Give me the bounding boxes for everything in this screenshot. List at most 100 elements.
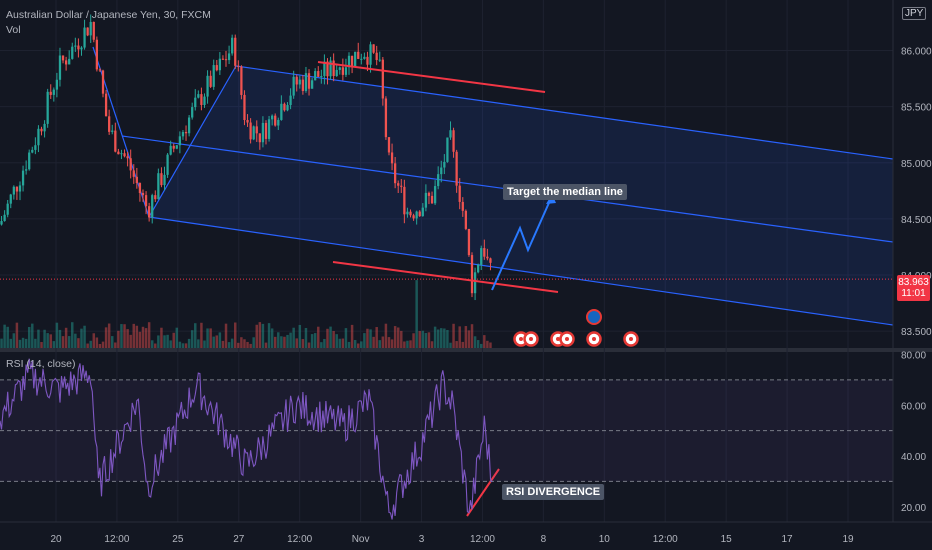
volume-bar <box>6 326 9 348</box>
candle-body <box>3 214 6 222</box>
last-price-badge: 83.963 11:01 <box>897 275 930 301</box>
volume-bar <box>424 332 428 348</box>
volume-bar <box>221 340 225 348</box>
volume-bar <box>255 324 258 348</box>
volume-bar <box>166 334 169 348</box>
time-tick-label: 8 <box>541 534 547 545</box>
price-tick-label: 86.000 <box>901 47 932 58</box>
volume-bar <box>486 340 489 348</box>
candle-body <box>280 103 283 120</box>
volume-bar <box>58 329 62 348</box>
candle-body <box>52 89 55 95</box>
volume-bar <box>338 338 342 348</box>
pitchfork-lower-line <box>148 216 894 326</box>
candle-body <box>283 103 286 111</box>
volume-bar <box>396 327 400 348</box>
candle-body <box>286 105 289 111</box>
volume-bar <box>280 336 283 348</box>
volume-bar <box>449 342 452 348</box>
median-line-annotation[interactable]: Target the median line <box>503 184 627 200</box>
candle-body <box>28 152 31 170</box>
candle-body <box>181 132 185 137</box>
rsi-divergence-annotation[interactable]: RSI DIVERGENCE <box>502 484 605 500</box>
candle-body <box>452 130 455 152</box>
candle-body <box>255 126 258 134</box>
volume-bar <box>390 339 394 348</box>
candle-body <box>224 59 228 61</box>
volume-bar <box>157 335 160 348</box>
candle-body <box>384 98 388 138</box>
volume-bar <box>74 333 77 348</box>
volume-bar <box>150 340 154 348</box>
candle-body <box>258 133 261 143</box>
candle-body <box>332 60 335 77</box>
candle-body <box>166 154 169 175</box>
volume-bar <box>393 326 397 348</box>
volume-bar <box>313 333 317 348</box>
rsi-legend[interactable]: RSI (14, close) <box>6 358 76 370</box>
rsi-tick-label: 60.00 <box>901 401 926 412</box>
event-marker-dot <box>519 337 523 341</box>
volume-bar <box>135 325 139 348</box>
volume-legend[interactable]: Vol <box>6 24 21 36</box>
candle-body <box>163 174 166 186</box>
candle-body <box>172 145 175 149</box>
candle-body <box>197 94 200 98</box>
volume-bar <box>489 342 492 348</box>
volume-bar <box>111 336 114 348</box>
volume-bar <box>89 340 92 348</box>
time-tick-label: 20 <box>50 534 62 545</box>
candle-body <box>89 21 92 36</box>
bar-countdown: 11:01 <box>901 288 926 299</box>
time-tick-label: 3 <box>419 534 425 545</box>
candle-body <box>467 228 471 256</box>
volume-bar <box>320 342 323 348</box>
candle-body <box>289 95 292 106</box>
volume-bar <box>141 326 145 348</box>
candle-body <box>21 170 25 186</box>
volume-bar <box>215 335 219 348</box>
volume-bar <box>15 322 19 348</box>
candle-body <box>111 130 114 132</box>
volume-bar <box>67 336 71 348</box>
volume-bar <box>234 322 237 348</box>
candle-body <box>341 67 344 75</box>
volume-bar <box>273 336 277 348</box>
volume-bar <box>181 343 185 348</box>
volume-bar <box>163 335 166 348</box>
volume-bar <box>117 330 120 348</box>
candle-body <box>387 137 391 153</box>
volume-bar <box>446 329 449 348</box>
time-tick-label: 19 <box>842 534 854 545</box>
candle-body <box>169 145 172 155</box>
candle-body <box>335 69 338 77</box>
volume-bar <box>430 341 434 348</box>
candle-body <box>154 195 157 200</box>
symbol-legend[interactable]: Australian Dollar / Japanese Yen, 30, FX… <box>6 9 211 21</box>
volume-bar <box>335 334 338 348</box>
candle-body <box>461 201 464 211</box>
candle-body <box>98 69 102 71</box>
volume-bar <box>301 339 305 348</box>
volume-bar <box>160 327 163 348</box>
candle-body <box>449 130 452 138</box>
candle-body <box>120 153 123 155</box>
price-tick-label: 85.500 <box>901 103 932 114</box>
volume-bar <box>440 328 443 348</box>
candle-body <box>240 66 243 95</box>
candle-body <box>6 203 9 215</box>
volume-bar <box>258 322 262 348</box>
candle-body <box>108 116 111 132</box>
candle-body <box>317 71 320 77</box>
volume-bar <box>323 338 326 348</box>
volume-bar <box>154 343 157 348</box>
candle-body <box>329 60 332 77</box>
currency-badge[interactable]: JPY <box>902 7 927 20</box>
candle-body <box>114 130 117 152</box>
event-markers[interactable] <box>513 309 639 347</box>
event-marker-dot <box>556 337 560 341</box>
candle-body <box>243 94 246 121</box>
candle-body <box>34 145 37 150</box>
volume-bar <box>197 339 200 348</box>
